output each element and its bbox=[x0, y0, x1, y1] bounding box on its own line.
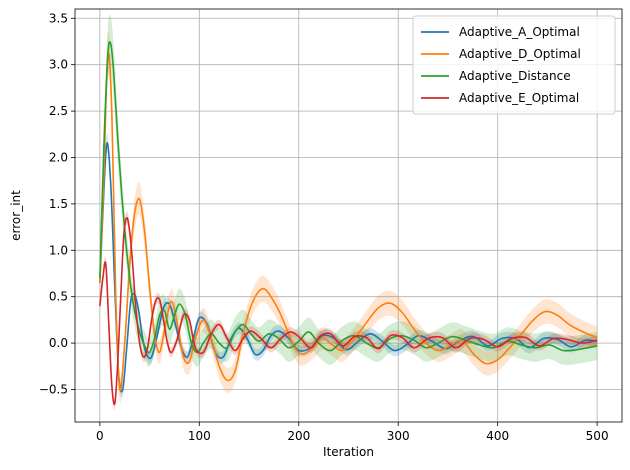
x-tick-label: 100 bbox=[188, 429, 211, 443]
plot-frame bbox=[74, 8, 623, 423]
y-axis-label: error_int bbox=[9, 190, 23, 241]
legend-entry: Adaptive_D_Optimal bbox=[459, 47, 581, 61]
x-tick-label: 300 bbox=[387, 429, 410, 443]
y-tick-label: −0.5 bbox=[39, 383, 68, 397]
x-tick-label: 200 bbox=[287, 429, 310, 443]
y-tick-label: 3.0 bbox=[49, 58, 68, 72]
series-line-2 bbox=[99, 41, 598, 354]
x-axis-label: Iteration bbox=[323, 445, 374, 459]
series-line-3 bbox=[99, 217, 598, 406]
legend: Adaptive_A_Optimal Adaptive_D_Optimal Adap… bbox=[412, 15, 616, 115]
confidence-bands bbox=[99, 14, 598, 410]
x-tick-label: 400 bbox=[486, 429, 509, 443]
x-tick-label: 500 bbox=[586, 429, 609, 443]
y-tick-label: 2.5 bbox=[49, 104, 68, 118]
legend-frame bbox=[412, 15, 616, 115]
legend-entry: Adaptive_Distance bbox=[459, 69, 571, 83]
series-line-0 bbox=[99, 142, 598, 393]
y-tick-label: 2.0 bbox=[49, 150, 68, 164]
legend-entry: Adaptive_E_Optimal bbox=[459, 91, 579, 105]
x-tick-label: 0 bbox=[96, 429, 104, 443]
y-tick-label: 0.5 bbox=[49, 290, 68, 304]
series-band-2 bbox=[99, 14, 598, 368]
y-tick-label: 1.0 bbox=[49, 243, 68, 257]
legend-entry: Adaptive_A_Optimal bbox=[459, 25, 580, 39]
y-tick-label: 3.5 bbox=[49, 11, 68, 25]
series-band-0 bbox=[99, 133, 598, 399]
series-lines bbox=[99, 41, 598, 406]
y-tick-label: 1.5 bbox=[49, 197, 68, 211]
y-tick-label: 0.0 bbox=[49, 336, 68, 350]
axis-ticks: 0 100 200 300 400 500 −0.5 0.0 0.5 1.0 1.5 2.0 2.5 3.… bbox=[39, 11, 609, 443]
series-line-1 bbox=[99, 52, 598, 392]
